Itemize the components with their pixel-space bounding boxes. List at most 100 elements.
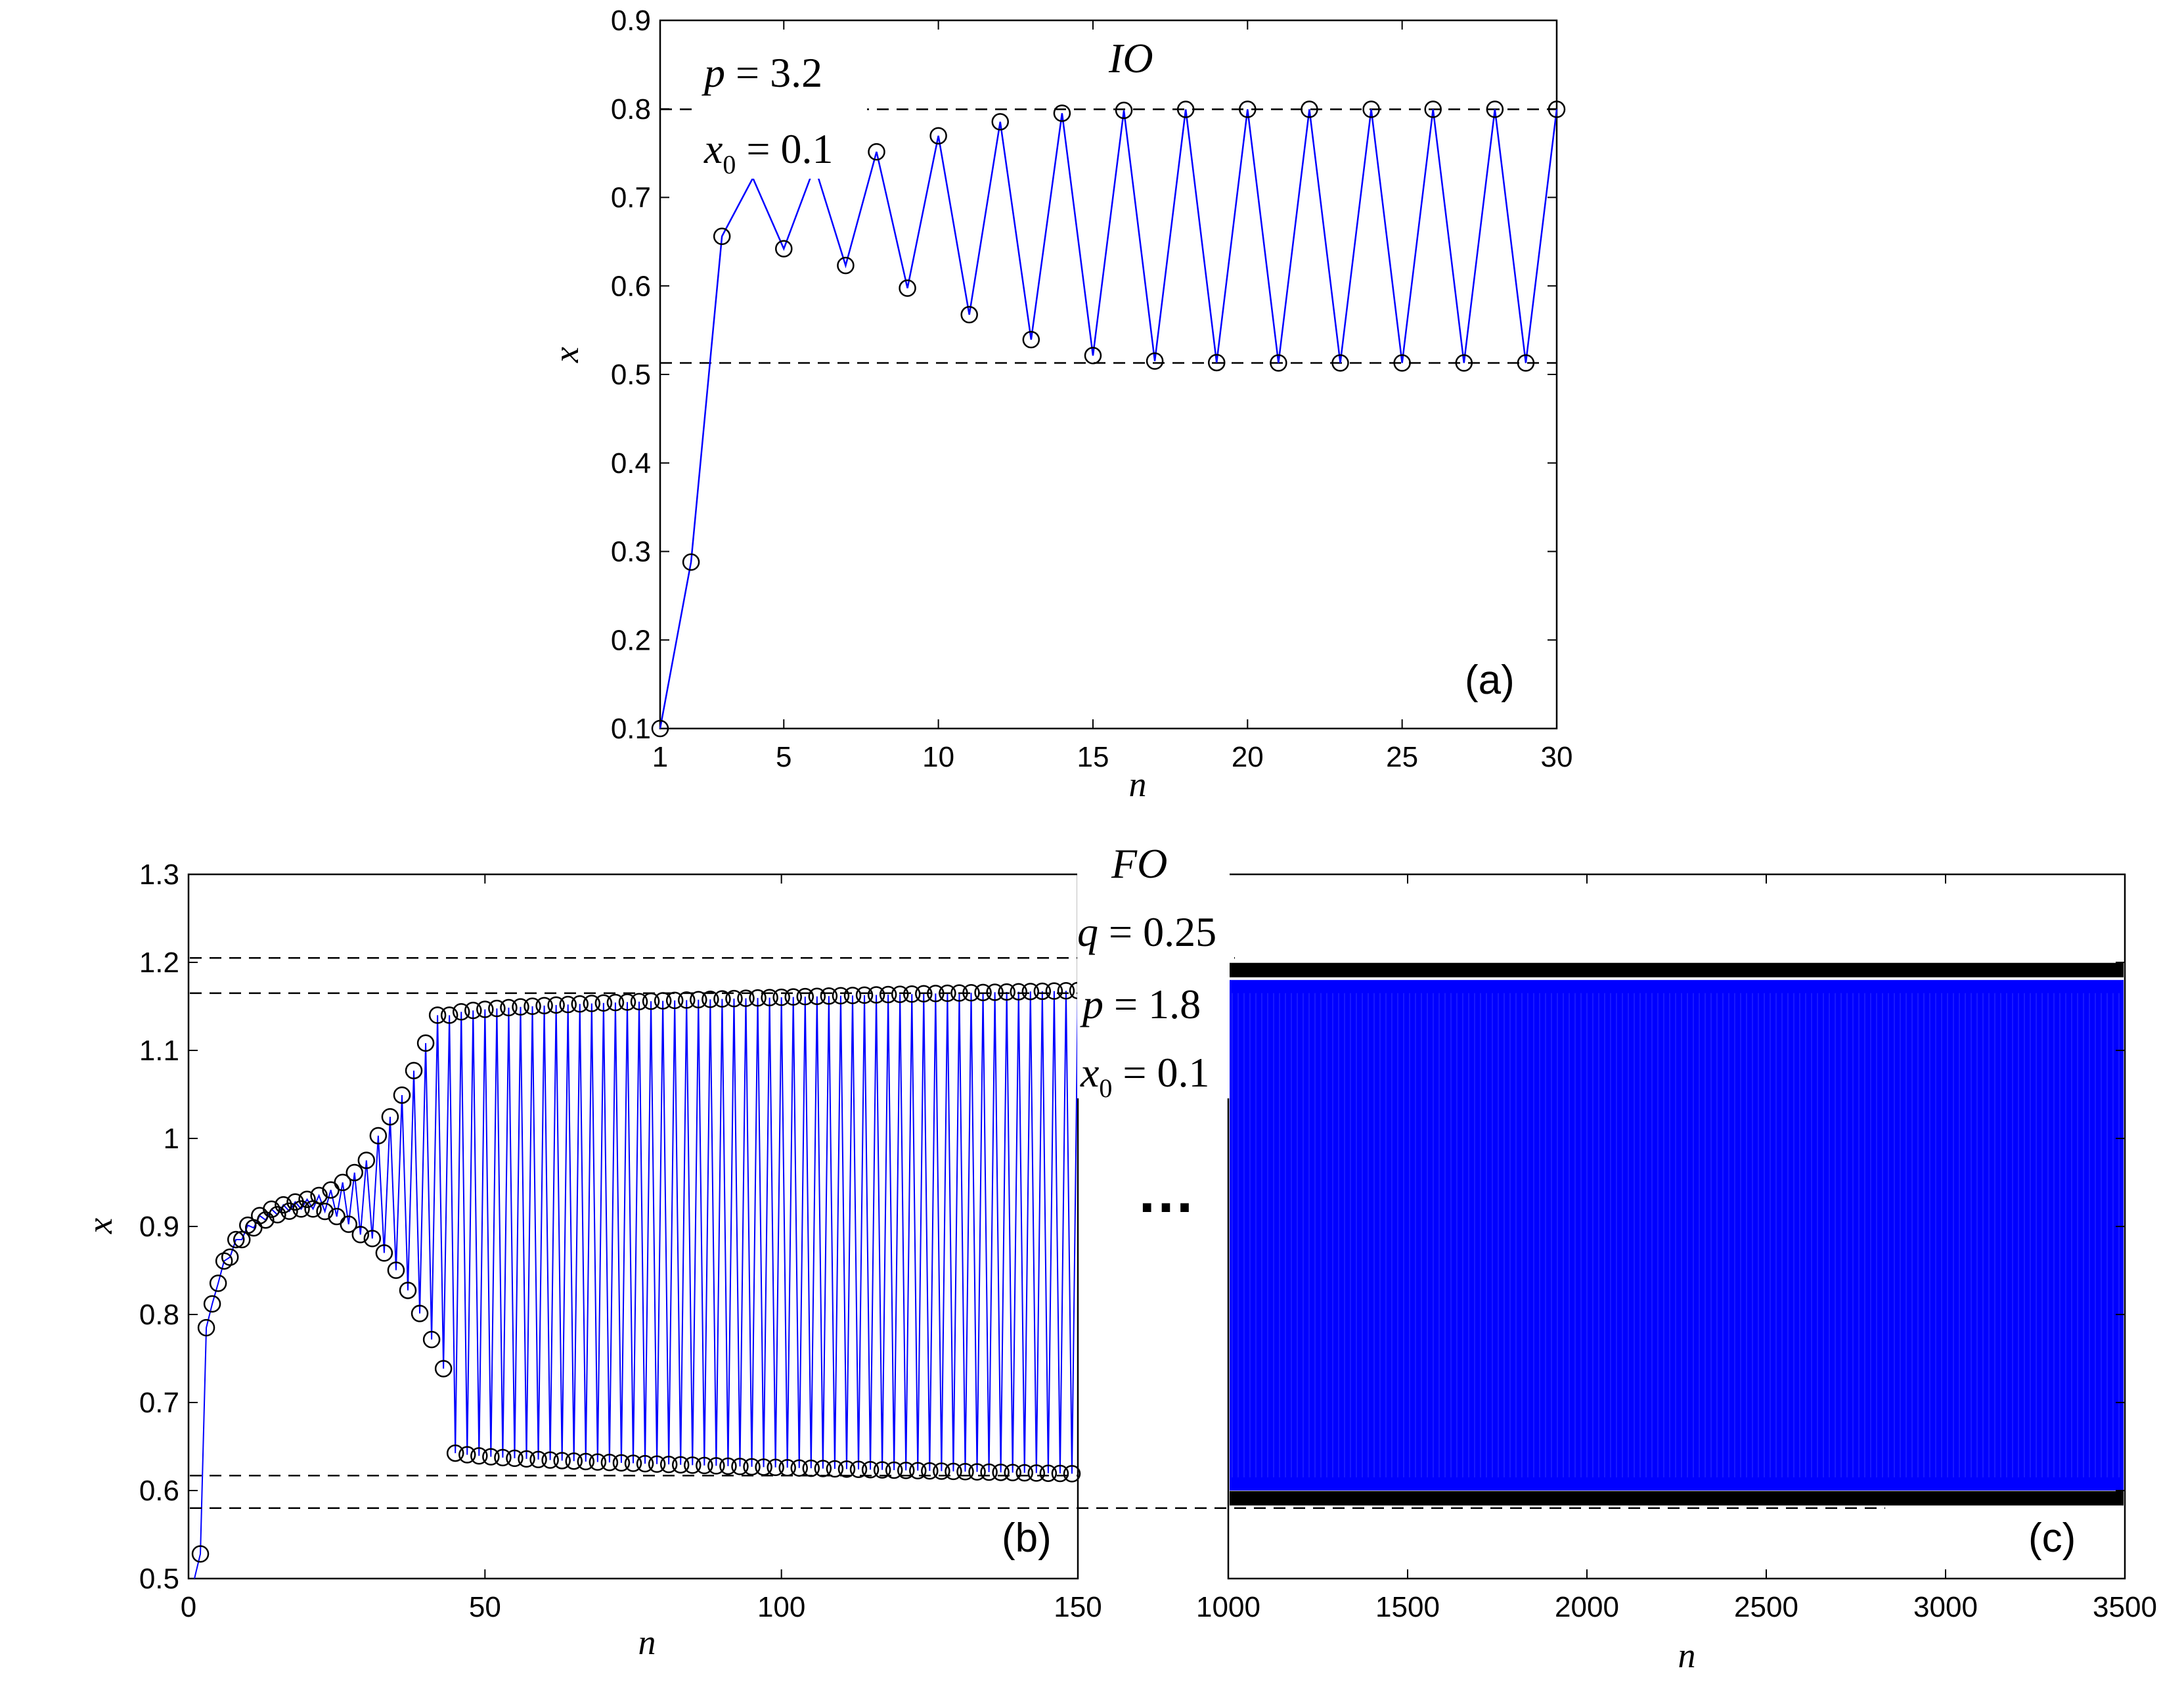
panel-a-point — [899, 279, 916, 297]
panel-a-ytick-label: 0.7 — [611, 182, 651, 214]
panel-b-ytick-label: 1.2 — [139, 947, 179, 979]
panel-b-point — [434, 1360, 453, 1378]
panel-b-point — [992, 1464, 1010, 1481]
fo-q-annotation: q = 0.25 — [1077, 909, 1216, 955]
panel-a-annotation-bg — [695, 38, 867, 179]
panel-b-point — [849, 1460, 868, 1479]
panel-a-point — [1239, 101, 1257, 118]
panel-a-xtick-label: 25 — [1386, 741, 1418, 773]
panel-a-ytick-label: 0.5 — [611, 359, 651, 391]
panel-b-point — [749, 989, 767, 1007]
panel-b-point — [381, 1108, 399, 1126]
panel-b-point — [1010, 983, 1027, 1000]
panel-b-point — [648, 1455, 666, 1473]
panel-a-p-annotation: p = 3.2 — [702, 49, 822, 96]
panel-b-point — [310, 1186, 328, 1205]
panel-b-point — [269, 1205, 286, 1224]
panel-b-point — [541, 1451, 559, 1469]
panel-a-point — [775, 240, 793, 258]
panel-a-ytick-label: 0.6 — [611, 270, 651, 302]
panel-a-point — [1084, 347, 1102, 365]
panel-b-point — [731, 1458, 749, 1475]
panel-a-xtick-label: 1 — [652, 741, 668, 773]
panel-b-xlabel: n — [638, 1623, 656, 1662]
panel-b-point — [583, 995, 601, 1012]
panel-b-point — [772, 988, 790, 1006]
panel-b-point — [1051, 1464, 1069, 1483]
panel-b-point — [464, 1001, 482, 1020]
fo-annotation: FO q = 0.25 p = 1.8 x0 = 0.1 … — [1077, 834, 1230, 1225]
panel-a-series-line — [659, 109, 1558, 729]
panel-b-point — [1039, 1464, 1058, 1482]
panel-b-point — [1004, 1464, 1021, 1481]
panel-b-point — [233, 1230, 251, 1249]
panel-a-point — [1393, 354, 1411, 372]
panel-b-point — [191, 1545, 210, 1563]
panel-a-point — [1362, 101, 1380, 118]
panel-b-point — [399, 1282, 417, 1299]
panel-b-point — [524, 997, 541, 1016]
panel-b-ylabel: x — [80, 1218, 120, 1234]
panel-c-lower-envelope — [1230, 1491, 2124, 1506]
panel-a-ylabel: x — [546, 347, 586, 363]
panel-a-point — [651, 719, 669, 738]
panel-b-point — [553, 1452, 571, 1470]
panel-b-point — [618, 993, 636, 1011]
panel-a-point — [1424, 101, 1442, 118]
panel-a-ytick-label: 0.2 — [611, 624, 651, 656]
panel-a-point — [1176, 101, 1195, 118]
panel-b-point — [915, 985, 933, 1003]
panel-b-point — [921, 1462, 939, 1480]
panel-b-point — [1057, 981, 1075, 1000]
panel-b-point — [411, 1305, 429, 1322]
panel-b-point — [796, 987, 814, 1006]
panel-b-point — [428, 1006, 447, 1024]
panel-b-point — [885, 1461, 903, 1479]
panel-b-series-line — [194, 990, 1079, 1579]
panel-a-ytick-label: 0.3 — [611, 536, 651, 568]
panel-a-xtick-label: 30 — [1541, 741, 1573, 773]
panel-b-point — [855, 986, 874, 1004]
panel-b-point — [594, 994, 613, 1012]
panel-b-point — [363, 1230, 382, 1247]
panel-b-point — [879, 985, 897, 1004]
panel-b-point — [458, 1446, 476, 1464]
fo-p-annotation: p = 1.8 — [1080, 981, 1201, 1027]
panel-b-xtick-label: 50 — [469, 1591, 501, 1623]
panel-a-point — [1053, 104, 1071, 122]
panel-b-point — [535, 997, 553, 1015]
panel-b-point — [891, 985, 909, 1003]
panel-b-ytick-label: 0.8 — [139, 1299, 179, 1331]
panel-b-point — [784, 988, 802, 1006]
panel-a-xtick-label: 15 — [1077, 741, 1109, 773]
panel-a-point — [1301, 101, 1318, 118]
panel-a-point — [1022, 330, 1040, 349]
panel-b-point — [470, 1447, 488, 1465]
panel-b-point — [826, 1460, 844, 1478]
panel-b-point — [488, 999, 506, 1018]
panel-c-label: (c) — [2028, 1515, 2076, 1561]
panel-b-point — [956, 1463, 974, 1481]
panel-b-point — [387, 1261, 405, 1279]
panel-b-point — [494, 1448, 512, 1467]
panel-b-point — [340, 1215, 357, 1233]
panel-a-ytick-label: 0.9 — [611, 5, 651, 37]
panel-a-xlabel: n — [1129, 765, 1147, 804]
panel-b-point — [476, 1000, 494, 1018]
panel-b-point — [986, 983, 1004, 1001]
panel-c-xlabel: n — [1678, 1636, 1696, 1675]
panel-a-point — [1548, 101, 1566, 118]
fo-annotation-bg — [1077, 834, 1230, 1098]
panel-a-point — [1146, 352, 1164, 370]
panel-b-point — [351, 1226, 370, 1244]
panel-b-point — [275, 1196, 292, 1214]
panel-b-point — [1033, 982, 1052, 1000]
panel-b-point — [903, 985, 921, 1003]
panel-b-point — [612, 1454, 631, 1472]
panel-b-point — [257, 1211, 275, 1229]
panel-a-point — [1270, 354, 1287, 372]
panel-b-point — [571, 995, 589, 1013]
panel-a-point — [991, 113, 1010, 131]
panel-b-point — [677, 991, 696, 1009]
panel-b-point — [843, 987, 862, 1004]
